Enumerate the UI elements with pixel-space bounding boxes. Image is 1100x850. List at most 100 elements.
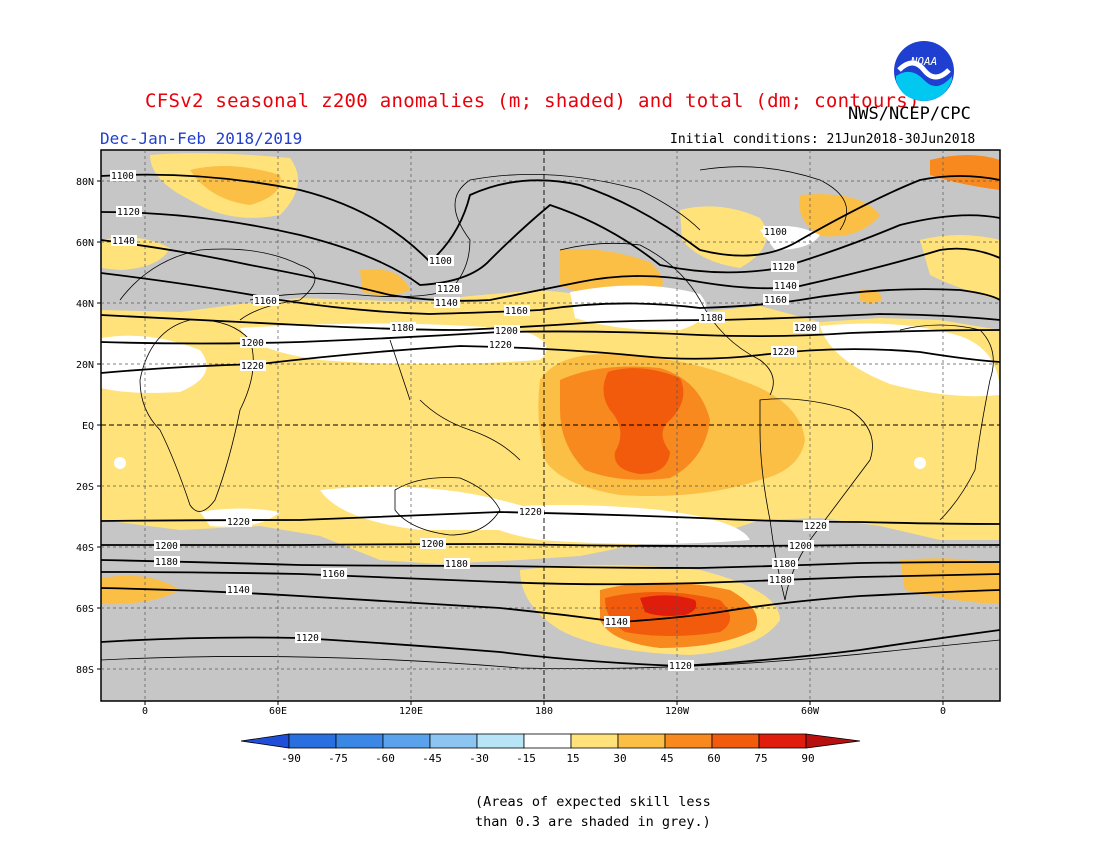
contour-label: 1220 (519, 507, 542, 518)
lat-tick-label: 60S (76, 604, 94, 615)
colorbar-label: 90 (801, 752, 814, 765)
contour-label: 1180 (155, 557, 178, 568)
positive-anomaly-region (640, 595, 697, 616)
lon-tick-label: 0 (142, 706, 148, 717)
positive-anomaly-region (603, 368, 684, 474)
contour-1160 (100, 571, 1001, 586)
colorbar (240, 733, 861, 749)
contour-label: 1220 (227, 517, 250, 528)
colorbar-label: 30 (613, 752, 626, 765)
colorbar-label: 75 (754, 752, 767, 765)
contour-1100 (100, 173, 1001, 264)
agency-label: NWS/NCEP/CPC (848, 104, 971, 124)
white-region (820, 323, 1000, 397)
lon-tick-label: 0 (940, 706, 946, 717)
colorbar-swatch (288, 733, 337, 749)
skill-footnote: (Areas of expected skill less than 0.3 a… (475, 792, 711, 832)
colorbar-label: 15 (566, 752, 579, 765)
contour-label: 1200 (495, 326, 518, 337)
contour-label: 1180 (769, 575, 792, 586)
colorbar-swatch (476, 733, 525, 749)
colorbar-label: 45 (660, 752, 673, 765)
contour-label: 1120 (296, 633, 319, 644)
contour-1220 (100, 511, 1001, 525)
contour-label: 1160 (505, 306, 528, 317)
colorbar-labels: -90 -75 -60 -45 -30 -15 15 30 45 60 75 9… (281, 752, 815, 765)
lat-tick-label: 20S (76, 482, 94, 493)
lat-tick-label: EQ (82, 421, 94, 432)
colorbar-label: 60 (707, 752, 720, 765)
colorbar-label: -60 (375, 752, 395, 765)
contour-label: 1180 (773, 559, 796, 570)
contour-label: 1200 (155, 541, 178, 552)
colorbar-swatch (617, 733, 666, 749)
figure-title: CFSv2 seasonal z200 anomalies (m; shaded… (145, 90, 920, 112)
contour-label: 1100 (429, 256, 452, 267)
contour-label: 1140 (112, 236, 135, 247)
contour-label: 1180 (700, 313, 723, 324)
contour-labels: 1100 1120 1140 1160 1180 1200 1220 1100 … (110, 170, 829, 672)
noaa-logo: NOAA (894, 41, 954, 101)
contour-label: 1200 (421, 539, 444, 550)
contour-label: 1160 (322, 569, 345, 580)
equator-dateline (101, 150, 1000, 701)
colorbar-label: -15 (516, 752, 536, 765)
contour-1140 (100, 587, 1001, 623)
season-label: Dec-Jan-Feb 2018/2019 (100, 129, 303, 148)
contour-label: 1160 (764, 295, 787, 306)
colorbar-swatch (711, 733, 760, 749)
contour-1200 (100, 543, 1000, 547)
lat-tick-label: 60N (76, 238, 94, 249)
colorbar-above-arrow (805, 733, 861, 749)
colorbar-swatch (335, 733, 384, 749)
contour-label: 1120 (437, 284, 460, 295)
colorbar-below-arrow (240, 733, 290, 749)
skill-footnote-line: (Areas of expected skill less (475, 794, 711, 810)
contour-label: 1220 (772, 347, 795, 358)
contour-label: 1140 (605, 617, 628, 628)
contour-label: 1120 (117, 207, 140, 218)
contour-label: 1160 (254, 296, 277, 307)
longitude-axis: 0 60E 120E 180 120W 60W 0 (142, 706, 946, 717)
white-region (570, 285, 707, 331)
contour-1160 (100, 272, 1001, 315)
contour-label: 1200 (794, 323, 817, 334)
colorbar-swatch (382, 733, 431, 749)
colorbar-swatch (429, 733, 478, 749)
lon-tick-label: 60E (269, 706, 287, 717)
contour-1180 (100, 313, 1001, 331)
contour-label: 1120 (772, 262, 795, 273)
latitude-axis: 80N 60N 40N 20N EQ 20S 40S 60S 80S (76, 177, 94, 676)
lat-tick-label: 20N (76, 360, 94, 371)
contour-1200 (100, 329, 1001, 345)
lat-tick-label: 80S (76, 665, 94, 676)
lon-tick-label: 120E (399, 706, 423, 717)
contour-label: 1220 (489, 340, 512, 351)
skill-footnote-line: than 0.3 are shaded in grey.) (475, 814, 711, 830)
contour-label: 1220 (241, 361, 264, 372)
colorbar-swatch (523, 733, 572, 749)
colorbar-swatch (664, 733, 713, 749)
lon-tick-label: 180 (535, 706, 553, 717)
contour-label: 1100 (111, 171, 134, 182)
coastlines (101, 166, 1000, 670)
contour-label: 1180 (391, 323, 414, 334)
contour-1140 (100, 239, 1001, 302)
contour-label: 1140 (227, 585, 250, 596)
colorbar-swatch (758, 733, 807, 749)
initial-conditions-label: Initial conditions: 21Jun2018-30Jun2018 (670, 132, 976, 147)
colorbar-label: -90 (281, 752, 301, 765)
colorbar-label: -30 (469, 752, 489, 765)
contour-label: 1180 (445, 559, 468, 570)
lat-tick-label: 80N (76, 177, 94, 188)
contour-1120 (100, 203, 1001, 286)
contour-label: 1200 (789, 541, 812, 552)
lon-tick-label: 120W (665, 706, 690, 717)
contour-label: 1140 (435, 298, 458, 309)
contour-1180 (100, 559, 1001, 569)
noaa-logo-text: NOAA (910, 55, 938, 68)
colorbar-swatch (570, 733, 619, 749)
contour-label: 1140 (774, 281, 797, 292)
lon-tick-label: 60W (801, 706, 820, 717)
